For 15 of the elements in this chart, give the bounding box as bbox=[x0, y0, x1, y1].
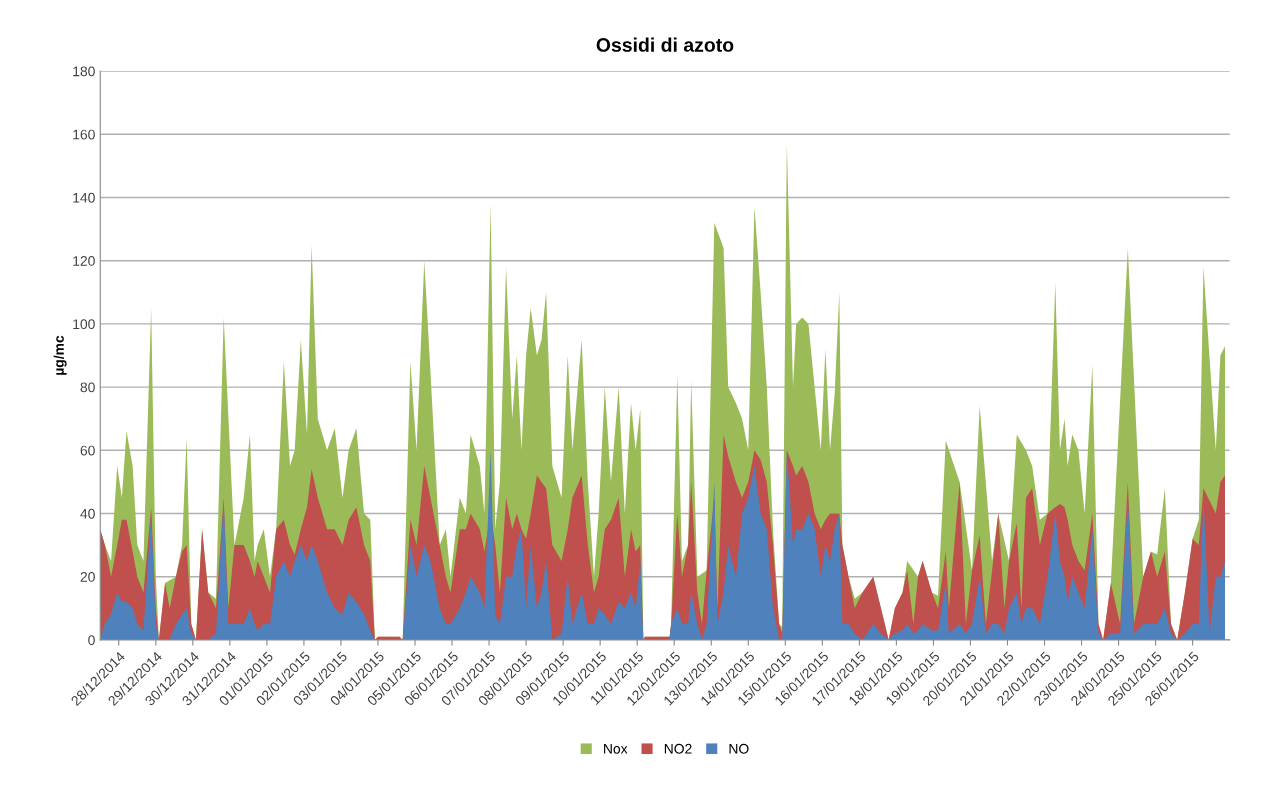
y-tick-label: 100 bbox=[73, 319, 95, 330]
y-tick-label: 120 bbox=[73, 256, 95, 266]
y-tick-label: 20 bbox=[80, 572, 95, 582]
chart-title: Ossidi di azoto bbox=[596, 37, 734, 52]
y-axis-title: µg/mc bbox=[53, 335, 67, 375]
y-tick-label: 180 bbox=[73, 66, 95, 77]
legend-label: NO bbox=[729, 743, 749, 754]
legend-label: Nox bbox=[604, 743, 628, 754]
y-tick-label: 60 bbox=[80, 445, 95, 456]
y-tick-label: 160 bbox=[73, 129, 95, 140]
legend-label: NO2 bbox=[664, 743, 692, 754]
y-tick-label: 80 bbox=[80, 382, 95, 393]
y-tick-label: 140 bbox=[73, 192, 95, 203]
y-tick-label: 0 bbox=[88, 635, 95, 646]
y-tick-label: 40 bbox=[80, 508, 95, 519]
